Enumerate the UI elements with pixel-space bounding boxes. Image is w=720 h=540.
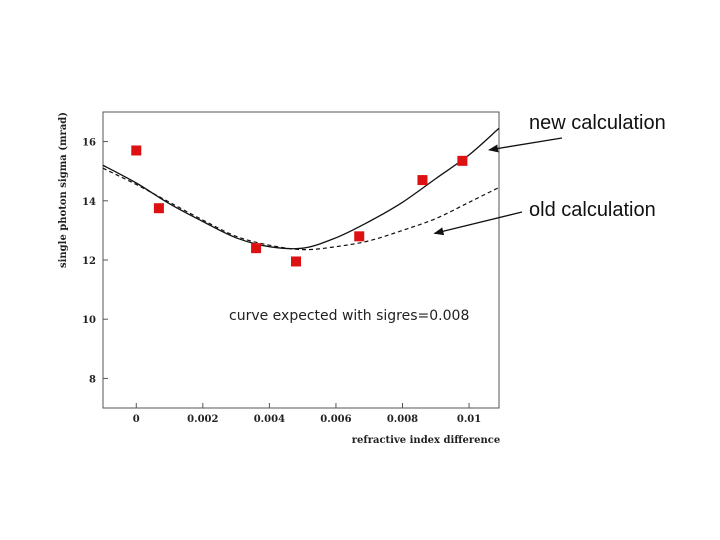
data-point xyxy=(354,231,365,242)
data-point xyxy=(153,203,164,214)
y-tick-label: 8 xyxy=(89,374,96,385)
x-tick-label: 0.004 xyxy=(254,414,285,425)
curves xyxy=(102,127,500,251)
x-tick-label: 0.01 xyxy=(457,414,481,425)
y-axis-label: single photon sigma (mrad) xyxy=(58,112,69,268)
data-point xyxy=(417,175,428,186)
y-tick-label: 12 xyxy=(82,256,96,267)
x-tick-label: 0 xyxy=(133,414,140,425)
x-tick-label: 0.002 xyxy=(187,414,218,425)
callout-arrows xyxy=(433,137,563,236)
data-point xyxy=(251,243,262,254)
data-points xyxy=(131,145,468,267)
y-axis: 8 10 12 14 16 xyxy=(82,138,108,385)
new-calculation-curve xyxy=(102,127,500,250)
x-tick-label: 0.006 xyxy=(320,414,351,425)
old-calculation-curve xyxy=(102,167,500,251)
x-tick-label: 0.008 xyxy=(387,414,418,425)
data-point xyxy=(131,145,142,156)
data-point xyxy=(457,155,468,166)
x-axis-label: refractive index difference xyxy=(352,435,500,446)
y-tick-label: 16 xyxy=(82,138,96,149)
y-tick-label: 10 xyxy=(82,315,96,326)
data-point xyxy=(291,256,302,267)
arrow-new-calculation xyxy=(488,137,563,153)
y-tick-label: 14 xyxy=(82,197,96,208)
curve-annotation: curve expected with sigres=0.008 xyxy=(229,308,469,324)
callout-old-calculation: old calculation xyxy=(529,199,656,221)
x-axis: 0 0.002 0.004 0.006 0.008 0.01 xyxy=(133,403,481,425)
callout-new-calculation: new calculation xyxy=(529,112,666,134)
arrow-old-calculation xyxy=(433,211,523,236)
